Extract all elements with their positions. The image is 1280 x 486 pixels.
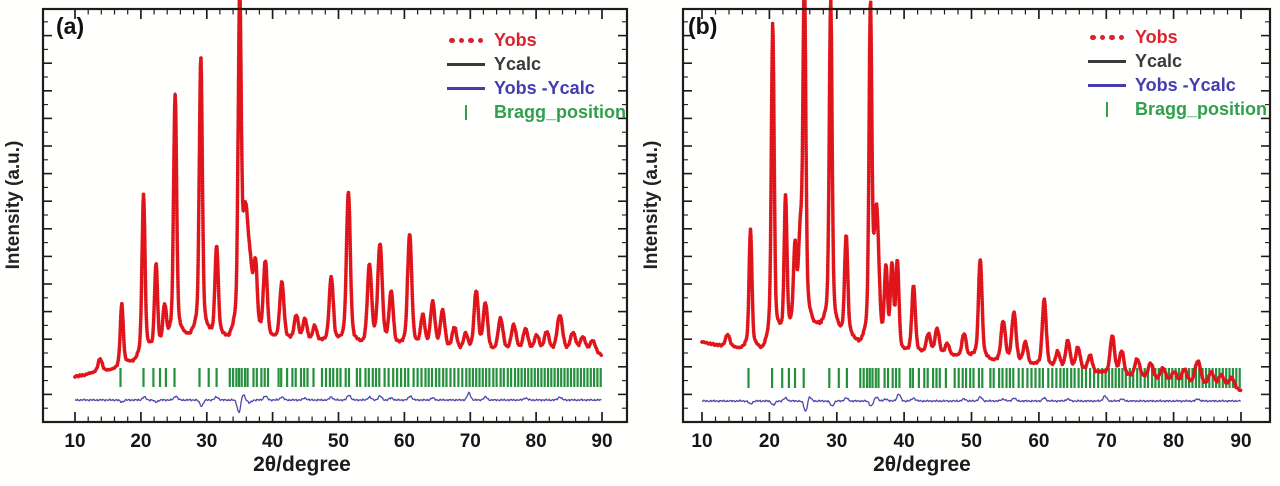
- yobs-dots-curve: [700, 0, 1243, 394]
- diff-line-swatch: [1088, 84, 1126, 87]
- legend-label-ycalc: Ycalc: [494, 54, 542, 74]
- panel-b-label: (b): [688, 13, 718, 39]
- legend-item-diff: Yobs -Ycalc: [447, 78, 626, 99]
- legend-item-yobs: Yobs: [447, 30, 626, 51]
- legend-dot: [468, 37, 474, 44]
- ycalc-line-swatch: [447, 63, 485, 66]
- legend-label-diff: Yobs -Ycalc: [1135, 75, 1236, 95]
- legend-dot: [1099, 34, 1105, 41]
- legend-dot: [458, 37, 464, 44]
- ycalc-line-swatch: [1088, 60, 1126, 63]
- legend-line-sample: [447, 87, 485, 90]
- x-tick-label: 10: [64, 431, 85, 452]
- legend-bragg-tick-sample: [464, 105, 468, 120]
- panel-b-y-axis-title: Intensity (a.u.): [641, 140, 662, 270]
- x-tick-label: 80: [1163, 431, 1184, 452]
- legend-dot: [1118, 34, 1124, 41]
- yobs-dots-curve: [73, 0, 604, 379]
- yobs-dots-swatch: [1088, 34, 1126, 41]
- diff-line-swatch: [447, 87, 485, 90]
- panel-a-y-axis-title: Intensity (a.u.): [3, 140, 24, 270]
- difference-curve: [74, 391, 602, 414]
- x-tick-label: 10: [691, 431, 712, 452]
- legend-dot: [1090, 34, 1096, 41]
- legend-label-diff: Yobs -Ycalc: [494, 78, 595, 98]
- x-tick-label: 70: [460, 431, 481, 452]
- x-tick-label: 40: [262, 431, 283, 452]
- legend-item-bragg: Bragg_position: [1088, 99, 1267, 120]
- x-tick-label: 70: [1096, 431, 1117, 452]
- legend-dot: [477, 37, 483, 44]
- panel-a-label: (a): [56, 13, 85, 39]
- legend-line-sample: [447, 63, 485, 66]
- x-tick-label: 50: [328, 431, 349, 452]
- x-tick-label: 80: [526, 431, 547, 452]
- legend-item-ycalc: Ycalc: [1088, 51, 1267, 72]
- legend-dot: [1109, 34, 1115, 41]
- x-tick-label: 30: [196, 431, 217, 452]
- yobs-dots-swatch: [447, 37, 485, 44]
- bragg-tick-swatch: [447, 105, 485, 120]
- x-tick-label: 20: [130, 431, 151, 452]
- bragg-tick-swatch: [1088, 102, 1126, 117]
- legend-item-yobs: Yobs: [1088, 27, 1267, 48]
- panel-b-legend: Yobs Ycalc Yobs -Ycalc Bragg_position: [1088, 27, 1267, 123]
- x-tick-label: 20: [759, 431, 780, 452]
- legend-item-bragg: Bragg_position: [447, 102, 626, 123]
- panel-b-x-axis-title: 2θ/degree: [873, 453, 971, 476]
- x-tick-label: 60: [394, 431, 415, 452]
- x-tick-label: 50: [961, 431, 982, 452]
- legend-line-sample: [1088, 60, 1126, 63]
- panel-a-legend: Yobs Ycalc Yobs -Ycalc Bragg_position: [447, 30, 626, 126]
- difference-curve: [701, 393, 1242, 412]
- x-tick-label: 60: [1028, 431, 1049, 452]
- x-tick-label: 90: [591, 431, 612, 452]
- x-tick-label: 40: [894, 431, 915, 452]
- legend-label-yobs: Yobs: [494, 30, 537, 50]
- legend-label-bragg: Bragg_position: [494, 102, 627, 122]
- legend-label-ycalc: Ycalc: [1135, 51, 1183, 71]
- legend-label-yobs: Yobs: [1135, 27, 1178, 47]
- legend-label-bragg: Bragg_position: [1135, 99, 1268, 119]
- panel-a-x-axis-title: 2θ/degree: [253, 453, 351, 476]
- legend-item-ycalc: Ycalc: [447, 54, 626, 75]
- legend-line-sample: [1088, 84, 1126, 87]
- x-tick-label: 30: [826, 431, 847, 452]
- legend-item-diff: Yobs -Ycalc: [1088, 75, 1267, 96]
- legend-bragg-tick-sample: [1105, 102, 1109, 117]
- x-tick-label: 90: [1230, 431, 1251, 452]
- legend-dot: [449, 37, 455, 44]
